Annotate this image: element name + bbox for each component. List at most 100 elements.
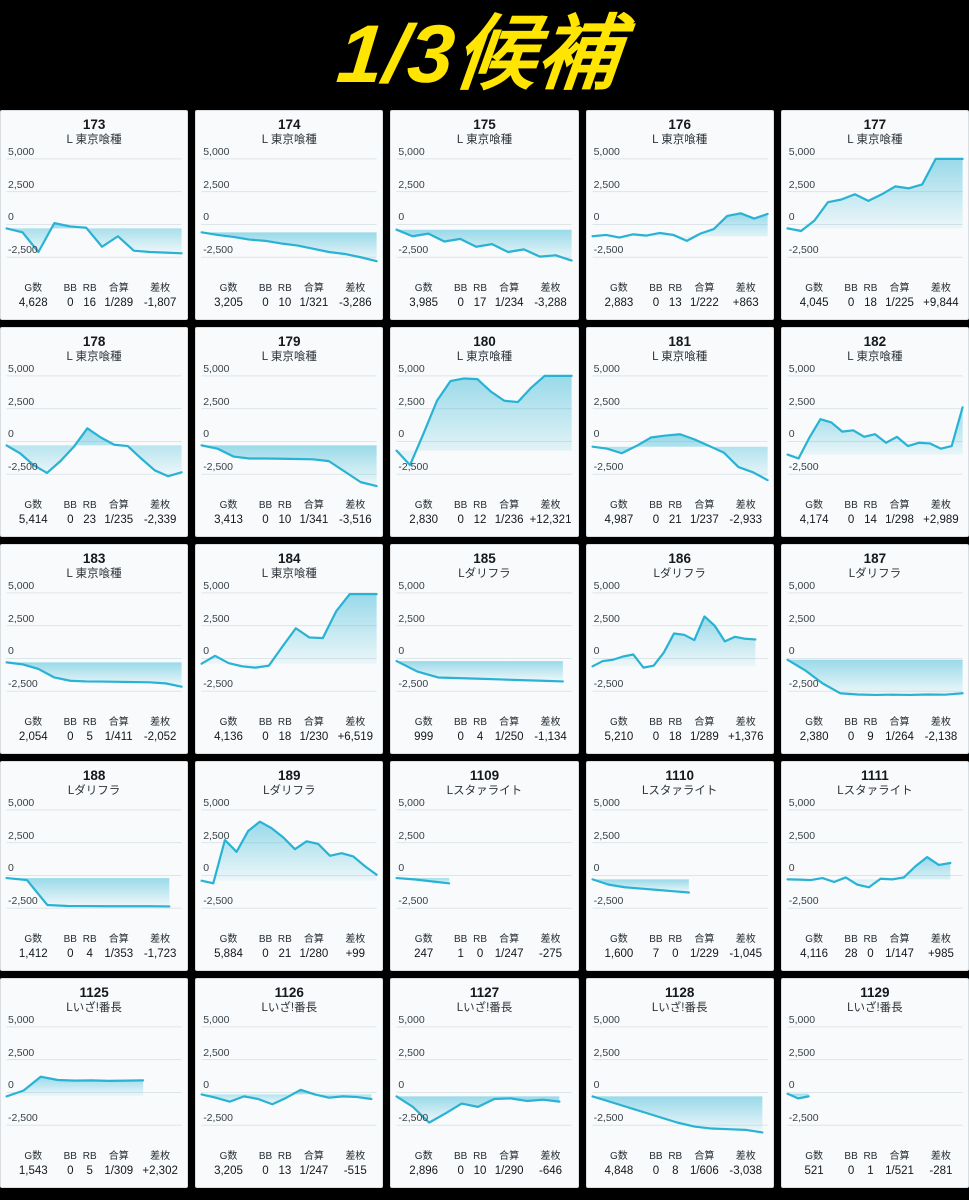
chart-area-fill — [201, 821, 377, 884]
machine-panel[interactable]: 173 L 東京喰種 5,000 2,500 0 -2,500 G数 BB RB 合算 差枚 … — [0, 110, 189, 320]
machine-panel[interactable]: 182 L 東京喰種 5,000 2,500 0 -2,500 G数 BB RB 合算 差枚 … — [780, 327, 969, 537]
machine-panel[interactable]: 185 Lダリフラ 5,000 2,500 0 -2,500 G数 BB RB 合算 差枚 9… — [390, 544, 579, 754]
machine-panel[interactable]: 1110 Lスタァライト 5,000 2,500 0 -2,500 G数 BB RB 合算 差… — [585, 761, 774, 971]
machine-panel[interactable]: 188 Lダリフラ 5,000 2,500 0 -2,500 G数 BB RB 合算 差枚 1… — [0, 761, 189, 971]
stat-header: RB — [863, 1151, 878, 1162]
stat-header: G数 — [24, 934, 43, 945]
stat-value: +863 — [732, 297, 759, 309]
stats-value-row: 2,380 0 9 1/264 -2,138 — [787, 729, 963, 745]
stat-value: +2,989 — [923, 514, 959, 526]
stats-table: G数 BB RB 合算 差枚 521 0 1 1/521 -281 — [782, 1150, 968, 1187]
stat-value: 0 — [847, 297, 855, 309]
stats-value-row: 5,210 0 18 1/289 +1,376 — [592, 729, 768, 745]
machine-panel[interactable]: 1129 Lいざ!番長 5,000 2,500 0 -2,500 G数 BB RB 合算 差枚… — [780, 978, 969, 1188]
machine-panel[interactable]: 184 L 東京喰種 5,000 2,500 0 -2,500 G数 BB RB 合算 差枚 … — [195, 544, 384, 754]
machine-panel[interactable]: 180 L 東京喰種 5,000 2,500 0 -2,500 G数 BB RB 合算 差枚 … — [390, 327, 579, 537]
machine-panel[interactable]: 178 L 東京喰種 5,000 2,500 0 -2,500 G数 BB RB 合算 差枚 … — [0, 327, 189, 537]
machine-number: 189 — [278, 768, 301, 783]
stat-header: BB — [454, 500, 468, 511]
slump-chart: 5,000 2,500 0 -2,500 — [196, 797, 382, 924]
machine-panel[interactable]: 175 L 東京喰種 5,000 2,500 0 -2,500 G数 BB RB 合算 差枚 … — [390, 110, 579, 320]
stat-header: BB — [258, 934, 273, 945]
machine-panel[interactable]: 1111 Lスタァライト 5,000 2,500 0 -2,500 G数 BB RB 合算 差… — [780, 761, 969, 971]
stats-table: G数 BB RB 合算 差枚 3,205 0 10 1/321 -3,286 — [196, 282, 382, 319]
stat-header: BB — [844, 283, 858, 294]
stats-header-row: G数 BB RB 合算 差枚 — [592, 499, 768, 512]
stat-header: BB — [454, 283, 468, 294]
stat-header: BB — [649, 934, 663, 945]
stats-header-row: G数 BB RB 合算 差枚 — [201, 933, 377, 946]
stat-header: RB — [82, 717, 97, 728]
machine-panel[interactable]: 177 L 東京喰種 5,000 2,500 0 -2,500 G数 BB RB 合算 差枚 … — [780, 110, 969, 320]
stat-header: 差枚 — [150, 283, 171, 294]
stat-header: 差枚 — [930, 1151, 951, 1162]
machine-name: L 東京喰種 — [652, 351, 708, 363]
stat-header: 差枚 — [930, 283, 951, 294]
machine-panel[interactable]: 1109 Lスタァライト 5,000 2,500 0 -2,500 G数 BB RB 合算 差… — [390, 761, 579, 971]
stat-value: +2,302 — [142, 1165, 178, 1177]
slump-chart: 5,000 2,500 0 -2,500 — [391, 797, 577, 924]
stats-table: G数 BB RB 合算 差枚 1,543 0 5 1/309 +2,302 — [1, 1150, 187, 1187]
stat-header: G数 — [805, 934, 823, 945]
machine-name: Lスタァライト — [446, 785, 523, 797]
stat-value: 1/235 — [104, 514, 134, 526]
slump-chart: 5,000 2,500 0 -2,500 — [196, 580, 382, 707]
machine-name: L 東京喰種 — [66, 351, 122, 363]
machine-panel[interactable]: 187 Lダリフラ 5,000 2,500 0 -2,500 G数 BB RB 合算 差枚 2… — [780, 544, 969, 754]
stat-header: BB — [258, 500, 273, 511]
chart-area-fill — [201, 445, 377, 487]
chart-area-fill — [592, 879, 689, 893]
stat-value: -281 — [929, 1165, 953, 1177]
stats-table: G数 BB RB 合算 差枚 4,116 28 0 1/147 +985 — [782, 933, 968, 970]
machine-panel[interactable]: 183 L 東京喰種 5,000 2,500 0 -2,500 G数 BB RB 合算 差枚 … — [0, 544, 189, 754]
slump-chart-svg — [196, 1017, 382, 1141]
machine-name: Lダリフラ — [848, 568, 902, 580]
stat-header: BB — [649, 283, 663, 294]
machine-panel[interactable]: 174 L 東京喰種 5,000 2,500 0 -2,500 G数 BB RB 合算 差枚 … — [195, 110, 384, 320]
stat-header: RB — [668, 717, 683, 728]
machine-panel[interactable]: 179 L 東京喰種 5,000 2,500 0 -2,500 G数 BB RB 合算 差枚 … — [195, 327, 384, 537]
stat-header: 合算 — [303, 717, 324, 728]
machine-panel[interactable]: 1125 Lいざ!番長 5,000 2,500 0 -2,500 G数 BB RB 合算 差枚… — [0, 978, 189, 1188]
machine-panel[interactable]: 189 Lダリフラ 5,000 2,500 0 -2,500 G数 BB RB 合算 差枚 5… — [195, 761, 384, 971]
stat-value: 1/229 — [689, 948, 719, 960]
stats-value-row: 1,600 7 0 1/229 -1,045 — [592, 946, 768, 962]
stats-header-row: G数 BB RB 合算 差枚 — [396, 499, 572, 512]
stats-header-row: G数 BB RB 合算 差枚 — [787, 499, 963, 512]
stat-header: G数 — [414, 500, 433, 511]
stat-header: BB — [63, 934, 77, 945]
stat-value: +6,519 — [337, 731, 374, 743]
stats-value-row: 3,413 0 10 1/341 -3,516 — [201, 512, 377, 528]
stat-value: 21 — [668, 514, 682, 526]
machine-panel[interactable]: 1128 Lいざ!番長 5,000 2,500 0 -2,500 G数 BB RB 合算 差枚… — [585, 978, 774, 1188]
stat-header: 合算 — [108, 1151, 129, 1162]
machine-panel[interactable]: 176 L 東京喰種 5,000 2,500 0 -2,500 G数 BB RB 合算 差枚 … — [585, 110, 774, 320]
slump-chart: 5,000 2,500 0 -2,500 — [196, 1014, 382, 1141]
slump-chart: 5,000 2,500 0 -2,500 — [782, 146, 968, 273]
stat-header: 合算 — [889, 500, 910, 511]
stat-header: G数 — [414, 283, 433, 294]
chart-line — [397, 1096, 560, 1122]
stat-value: 16 — [83, 297, 97, 309]
stat-header: BB — [649, 717, 663, 728]
stat-header: G数 — [219, 283, 238, 294]
machine-panel[interactable]: 1127 Lいざ!番長 5,000 2,500 0 -2,500 G数 BB RB 合算 差枚… — [390, 978, 579, 1188]
stat-value: 2,054 — [18, 731, 48, 743]
stats-header-row: G数 BB RB 合算 差枚 — [6, 499, 182, 512]
machine-panel[interactable]: 186 Lダリフラ 5,000 2,500 0 -2,500 G数 BB RB 合算 差枚 5… — [585, 544, 774, 754]
stat-value: 4 — [86, 948, 93, 960]
stat-header: G数 — [24, 717, 43, 728]
machine-panel[interactable]: 181 L 東京喰種 5,000 2,500 0 -2,500 G数 BB RB 合算 差枚 … — [585, 327, 774, 537]
machine-number: 1126 — [274, 985, 304, 1000]
machine-panel[interactable]: 1126 Lいざ!番長 5,000 2,500 0 -2,500 G数 BB RB 合算 差枚… — [195, 978, 384, 1188]
stat-value: +12,321 — [529, 514, 572, 526]
chart-area-fill — [396, 1096, 560, 1123]
stat-value: 13 — [668, 297, 682, 309]
machine-name: Lいざ!番長 — [456, 1002, 513, 1014]
stat-value: 0 — [672, 948, 679, 960]
stats-header-row: G数 BB RB 合算 差枚 — [201, 282, 377, 295]
stat-header: RB — [473, 934, 488, 945]
slump-chart: 5,000 2,500 0 -2,500 — [391, 1014, 577, 1141]
stats-header-row: G数 BB RB 合算 差枚 — [592, 1150, 768, 1163]
slump-chart: 5,000 2,500 0 -2,500 — [196, 146, 382, 273]
